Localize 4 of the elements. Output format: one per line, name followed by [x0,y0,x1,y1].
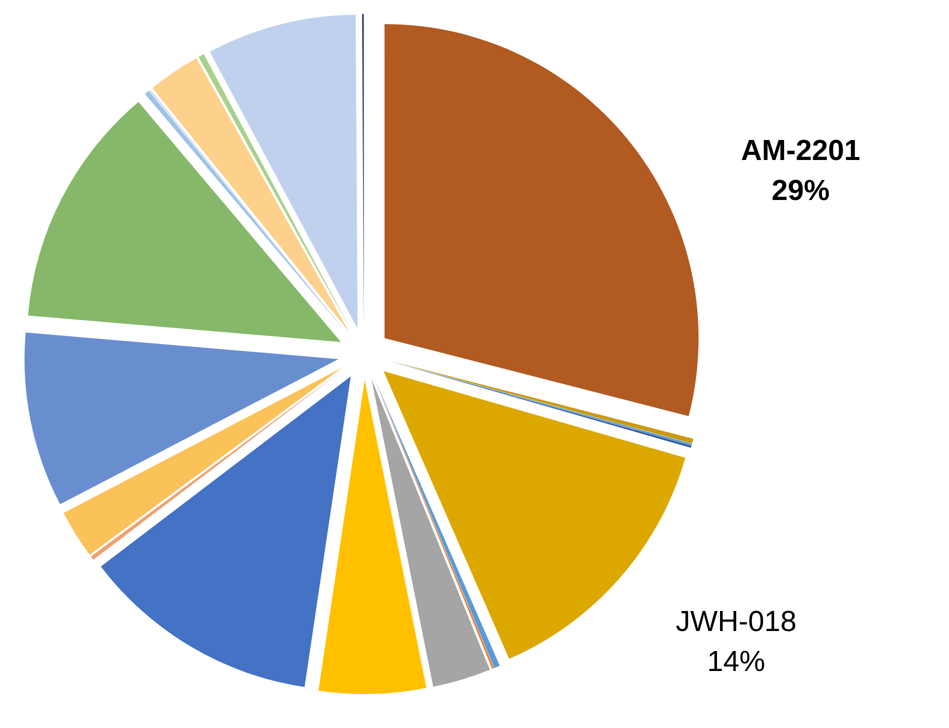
data-label: 14% [707,646,766,678]
data-label: 29% [772,174,830,207]
slice-label: AM-2201 [740,134,860,167]
slice-label: JWH-018 [676,606,797,638]
